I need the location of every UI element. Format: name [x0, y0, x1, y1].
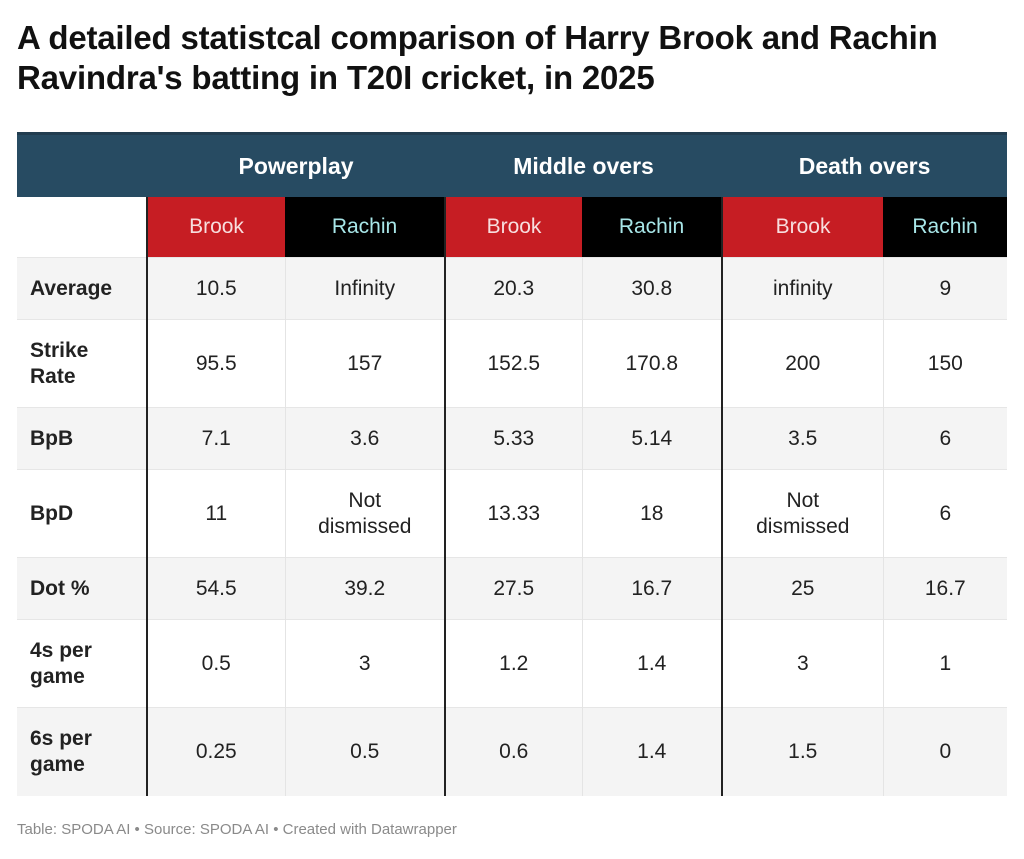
table-cell: 170.8 [581, 319, 723, 408]
row-label: Dot % [17, 557, 147, 620]
table-cell: Not dismissed [721, 469, 884, 558]
table-cell: 11 [146, 469, 285, 558]
comparison-table: Powerplay Middle overs Death overs Brook… [17, 132, 1008, 796]
table-row: 6s per game 0.25 0.5 0.6 1.4 1.5 0 [17, 707, 1008, 796]
table-cell: Infinity [284, 257, 446, 320]
table-cell: 16.7 [581, 557, 723, 620]
table-cell: 1 [882, 619, 1008, 708]
group-header-row: Powerplay Middle overs Death overs [17, 132, 1008, 197]
table-cell: 200 [721, 319, 884, 408]
table-body: Average 10.5 Infinity 20.3 30.8 infinity 9 Stri… [17, 257, 1008, 796]
table-cell: Not dismissed [284, 469, 446, 558]
table-row: BpD 11 Not dismissed 13.33 18 Not dismissed 6 [17, 469, 1008, 558]
table-cell: 1.4 [581, 707, 723, 796]
table-cell: 18 [581, 469, 723, 558]
player-header-rachin: Rachin [883, 197, 1008, 258]
table-cell: 27.5 [444, 557, 583, 620]
table-cell: 25 [721, 557, 884, 620]
table-cell: 157 [284, 319, 446, 408]
table-cell: 3 [721, 619, 884, 708]
table-cell: 0.25 [146, 707, 285, 796]
table-row: Dot % 54.5 39.2 27.5 16.7 25 16.7 [17, 557, 1008, 620]
table-cell: 1.4 [581, 619, 723, 708]
table-cell: 3 [284, 619, 446, 708]
table-row: BpB 7.1 3.6 5.33 5.14 3.5 6 [17, 407, 1008, 470]
row-label: 4s per game [17, 619, 147, 708]
group-header-death-overs: Death overs [722, 132, 1008, 197]
table-cell: 13.33 [444, 469, 583, 558]
table-cell: 150 [882, 319, 1008, 408]
table-cell: 9 [882, 257, 1008, 320]
table-cell: 10.5 [146, 257, 285, 320]
player-header-rachin: Rachin [285, 197, 446, 258]
row-label: Strike Rate [17, 319, 147, 408]
player-header-brook: Brook [721, 197, 884, 258]
player-header-rachin: Rachin [582, 197, 723, 258]
table-cell: 20.3 [444, 257, 583, 320]
table-row: Average 10.5 Infinity 20.3 30.8 infinity 9 [17, 257, 1008, 320]
row-label: 6s per game [17, 707, 147, 796]
group-header-middle-overs: Middle overs [445, 132, 723, 197]
table-cell: 1.5 [721, 707, 884, 796]
table-cell: 16.7 [882, 557, 1008, 620]
group-header-powerplay: Powerplay [147, 132, 446, 197]
table-cell: 1.2 [444, 619, 583, 708]
footer-credits: Table: SPODA AI • Source: SPODA AI • Cre… [17, 821, 457, 838]
player-header-row: Brook Rachin Brook Rachin Brook Rachin [17, 197, 1008, 258]
table-cell: 0.6 [444, 707, 583, 796]
chart-title: A detailed statistcal comparison of Harr… [17, 19, 938, 96]
table-row: Strike Rate 95.5 157 152.5 170.8 200 150 [17, 319, 1008, 408]
row-label: Average [17, 257, 147, 320]
player-header-blank [17, 197, 147, 258]
table-cell: 0.5 [146, 619, 285, 708]
table-cell: 7.1 [146, 407, 285, 470]
table-cell: 3.6 [284, 407, 446, 470]
table-cell: 95.5 [146, 319, 285, 408]
table-cell: 0 [882, 707, 1008, 796]
group-header-blank [17, 132, 147, 197]
table-cell: 30.8 [581, 257, 723, 320]
table-cell: 5.14 [581, 407, 723, 470]
table-cell: 6 [882, 407, 1008, 470]
table-row: 4s per game 0.5 3 1.2 1.4 3 1 [17, 619, 1008, 708]
table-cell: infinity [721, 257, 884, 320]
row-label: BpB [17, 407, 147, 470]
table-cell: 54.5 [146, 557, 285, 620]
table-cell: 39.2 [284, 557, 446, 620]
player-header-brook: Brook [444, 197, 583, 258]
table-cell: 0.5 [284, 707, 446, 796]
table-cell: 5.33 [444, 407, 583, 470]
table-cell: 3.5 [721, 407, 884, 470]
row-label: BpD [17, 469, 147, 558]
player-header-brook: Brook [146, 197, 285, 258]
table-cell: 152.5 [444, 319, 583, 408]
table-cell: 6 [882, 469, 1008, 558]
